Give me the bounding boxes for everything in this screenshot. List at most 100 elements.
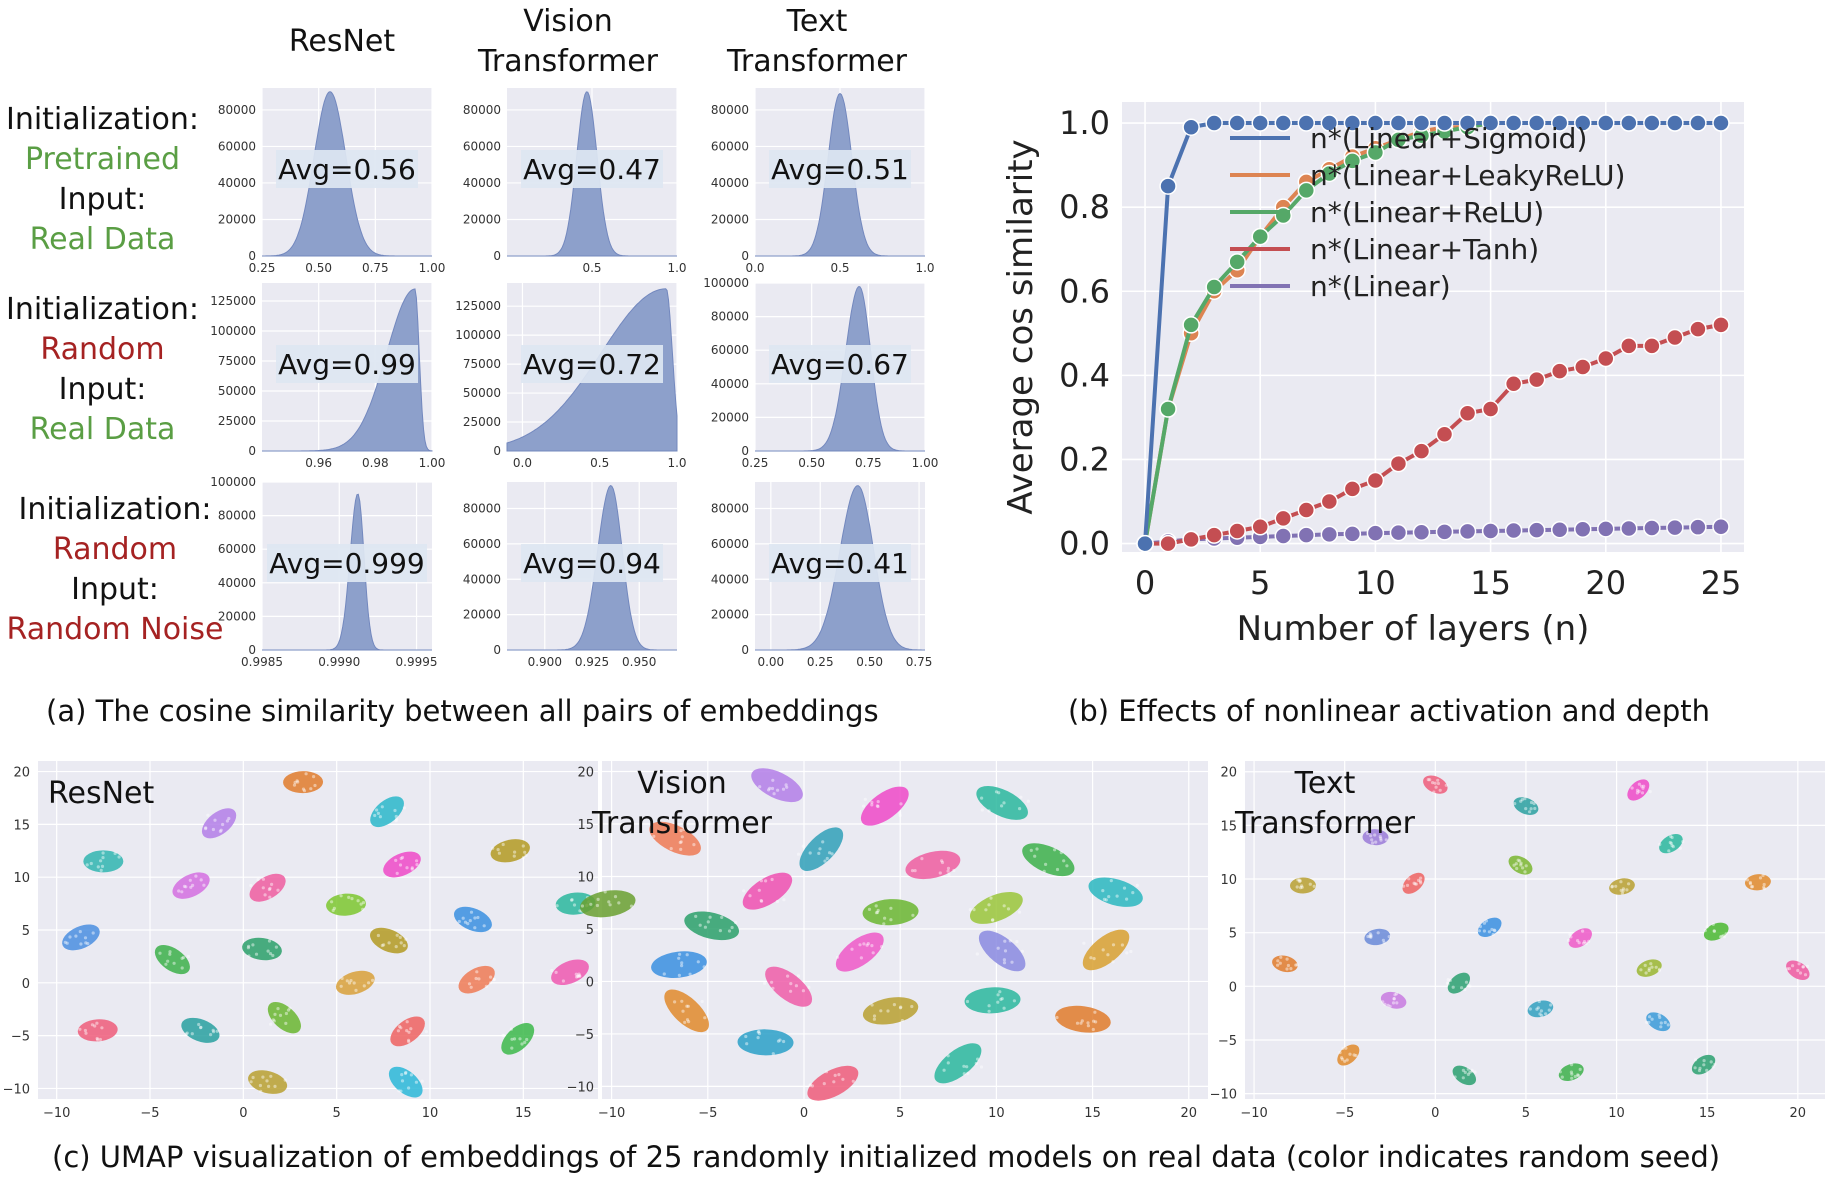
- hist-ytick-label: 20000: [463, 212, 501, 226]
- umap-point: [1395, 1001, 1399, 1005]
- umap-cluster: [453, 906, 492, 933]
- umap-xtick-label: −10: [43, 1106, 70, 1121]
- umap-point: [1297, 878, 1301, 882]
- umap-cluster: [807, 1065, 859, 1101]
- umap-point: [578, 974, 582, 978]
- series-point: [1527, 114, 1546, 132]
- umap-point: [679, 840, 683, 844]
- umap-point: [1645, 1020, 1649, 1024]
- umap-cluster: [751, 768, 803, 803]
- umap-point: [1713, 1062, 1717, 1066]
- umap-point: [199, 1026, 203, 1030]
- umap-point: [1482, 921, 1486, 925]
- hist-ytick-label: 20000: [218, 212, 256, 226]
- umap-point: [900, 1019, 905, 1023]
- umap-point: [998, 990, 1002, 994]
- umap-point: [1720, 934, 1724, 938]
- umap-point: [688, 972, 692, 976]
- umap-point: [1426, 778, 1430, 782]
- umap-point: [876, 804, 880, 809]
- umap-point: [180, 890, 184, 894]
- umap-point: [1524, 864, 1528, 868]
- legend-label: n*(Linear+Sigmoid): [1310, 122, 1587, 155]
- umap-point: [513, 850, 517, 854]
- hist-ytick-label: 100000: [210, 324, 256, 338]
- umap-point: [304, 772, 308, 776]
- series-point: [1550, 114, 1569, 132]
- row-2-input-label: Input:: [58, 372, 147, 407]
- umap-point: [1000, 804, 1004, 808]
- umap-cluster: [765, 966, 813, 1007]
- umap-point: [399, 1089, 403, 1093]
- umap-point: [213, 818, 217, 822]
- umap-point: [757, 1031, 762, 1036]
- hist-xtick-label: 0.25: [742, 456, 769, 470]
- umap-point: [781, 787, 786, 791]
- series-point: [1643, 114, 1661, 132]
- umap-point: [1568, 932, 1572, 936]
- umap-point: [182, 884, 187, 888]
- umap-cluster: [1744, 874, 1771, 891]
- umap-point: [1659, 1021, 1663, 1025]
- hist-ytick-label: 80000: [218, 509, 256, 523]
- hist-r2c1: 0.96 0.98 1.00 0 25000 50000 75000 100000 125000…: [210, 283, 445, 470]
- umap-point: [1428, 778, 1432, 782]
- umap-point: [312, 775, 316, 779]
- umap-point: [683, 1020, 687, 1024]
- hist-xtick-label: 0.925: [575, 655, 609, 669]
- umap-point: [913, 869, 917, 873]
- umap-cluster: [1691, 1054, 1716, 1075]
- umap-point: [822, 1082, 826, 1086]
- umap-cluster: [370, 796, 404, 828]
- umap-point: [302, 789, 307, 793]
- umap-ytick-label: −5: [1218, 1034, 1237, 1049]
- umap-cluster: [905, 850, 961, 880]
- umap-point: [1519, 863, 1523, 867]
- umap-point: [414, 1080, 418, 1084]
- umap-point: [521, 856, 526, 860]
- umap-title-line-2: Transformer: [1234, 806, 1416, 841]
- umap-point: [1107, 895, 1111, 899]
- series-point: [1712, 316, 1730, 334]
- umap-point: [382, 943, 386, 947]
- umap-point: [468, 919, 472, 923]
- umap-point: [1378, 835, 1382, 839]
- umap-point: [1080, 1019, 1084, 1023]
- umap-point: [1487, 930, 1491, 934]
- umap-cluster: [862, 997, 919, 1025]
- hist-ytick-label: 80000: [463, 502, 501, 516]
- umap-point: [808, 1083, 812, 1088]
- umap-point: [371, 978, 375, 982]
- series-point: [1297, 526, 1316, 544]
- hist-r3c3: 0.00 0.25 0.50 0.75 0 20000 40000 60000 80000 Avg…: [711, 482, 932, 669]
- umap-point: [180, 966, 184, 970]
- avg-label: Avg=0.41: [771, 547, 909, 580]
- umap-point: [395, 817, 399, 821]
- umap-point: [577, 972, 581, 976]
- umap-point: [1514, 862, 1518, 866]
- umap-point: [1092, 957, 1096, 961]
- umap-point: [1797, 962, 1801, 966]
- umap-point: [378, 815, 382, 819]
- umap-point: [1473, 1070, 1477, 1074]
- umap-xtick-label: 10: [988, 1106, 1005, 1121]
- umap-point: [1344, 1046, 1348, 1050]
- umap-point: [268, 895, 272, 899]
- umap-point: [940, 859, 944, 863]
- umap-point: [1053, 848, 1057, 852]
- umap-point: [1627, 882, 1631, 886]
- umap-point: [1460, 986, 1464, 990]
- umap-point: [1635, 791, 1639, 795]
- umap-cluster: [684, 911, 740, 941]
- umap-point: [1529, 800, 1534, 805]
- umap-point: [979, 1065, 984, 1069]
- umap-point: [1512, 863, 1516, 867]
- row-1-input-value: Real Data: [29, 222, 176, 257]
- umap-point: [1719, 935, 1723, 939]
- umap-point: [1343, 1059, 1347, 1063]
- umap-point: [1466, 1072, 1470, 1076]
- umap-point: [1338, 1050, 1342, 1055]
- umap-point: [1748, 882, 1753, 886]
- umap-point: [1102, 897, 1106, 901]
- umap-point: [398, 935, 402, 939]
